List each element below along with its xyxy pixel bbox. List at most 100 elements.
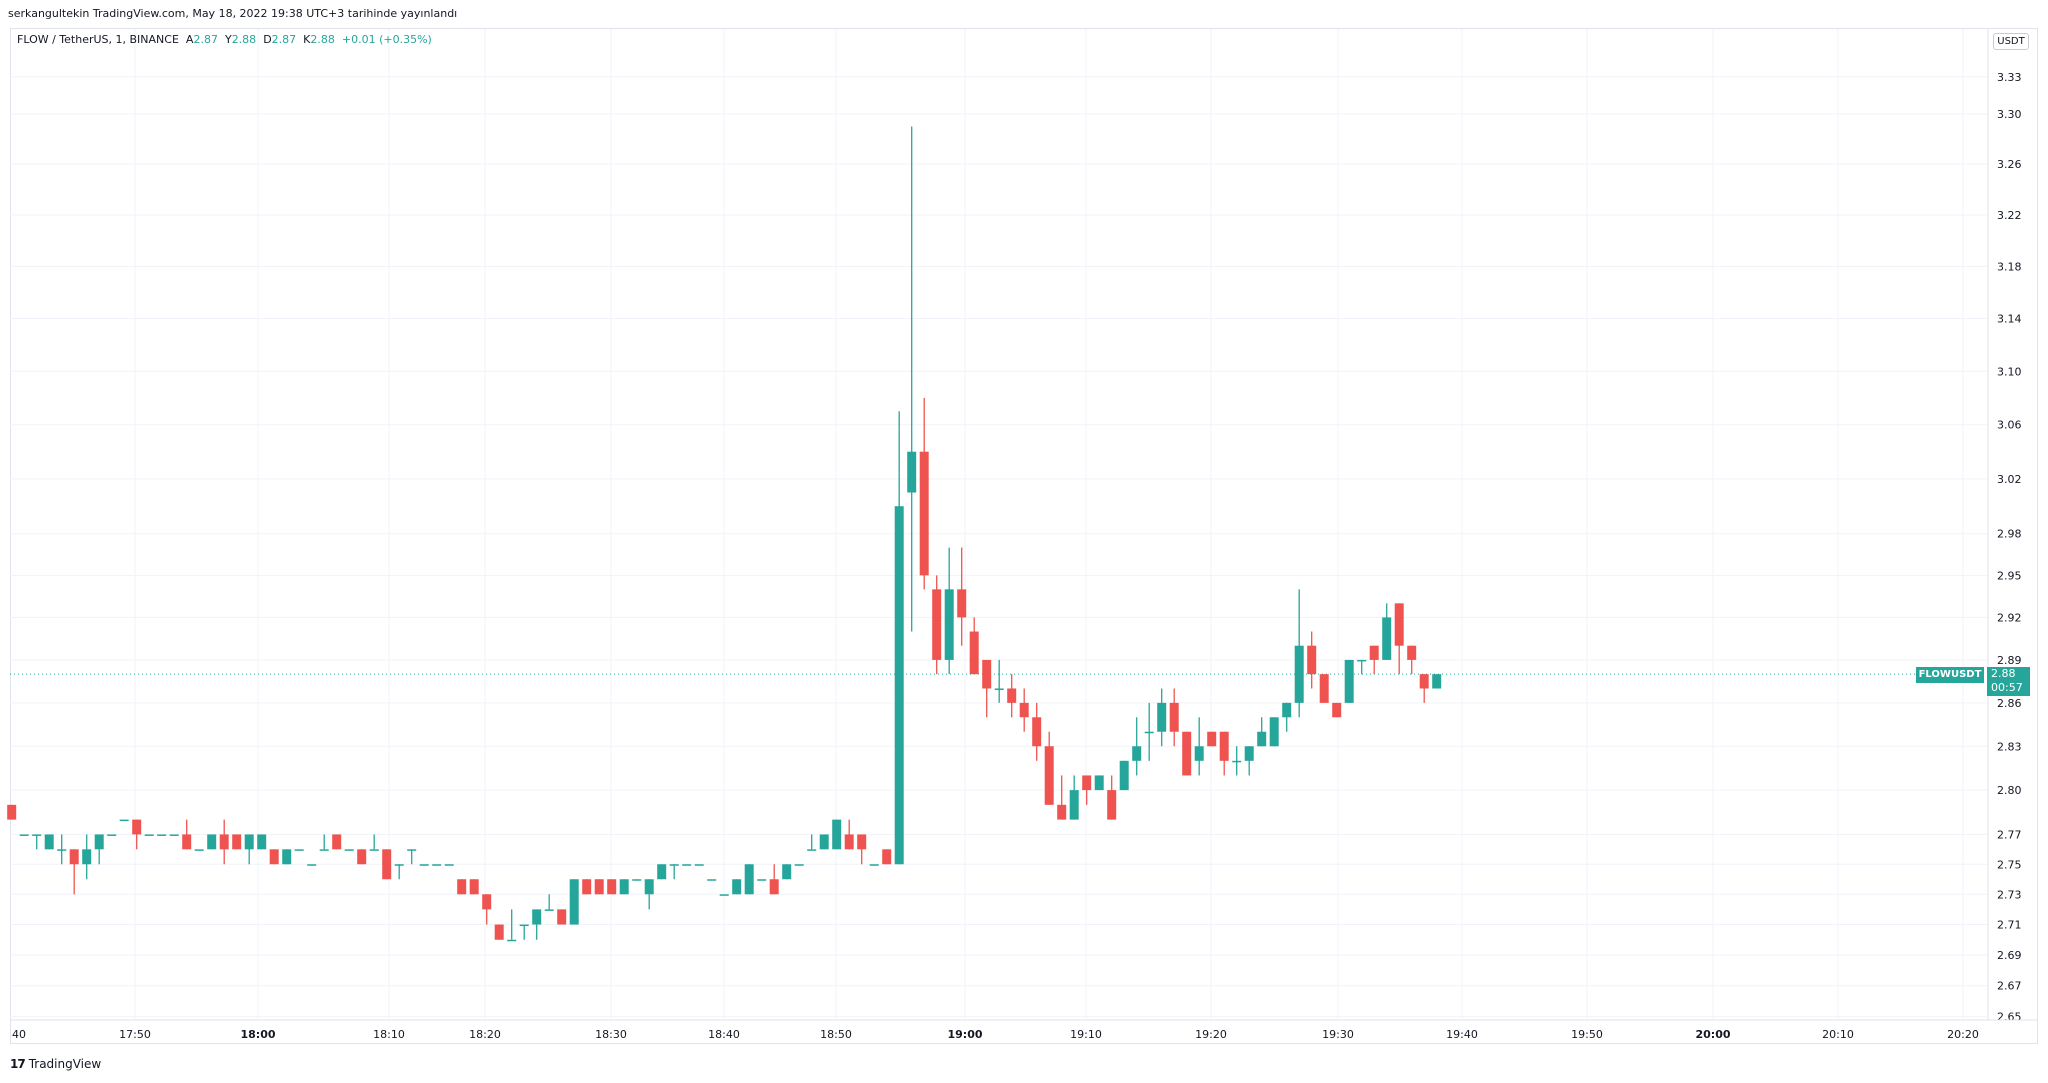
- symbol-title[interactable]: FLOW / TetherUS, 1, BINANCE: [17, 33, 179, 46]
- tradingview-footer[interactable]: 17 TradingView: [10, 1057, 101, 1071]
- grid-lines: [10, 29, 1988, 1020]
- candle: [532, 909, 542, 940]
- candle-body: [182, 834, 192, 850]
- candle: [1132, 717, 1142, 776]
- candle-body: [1244, 746, 1254, 761]
- candle-body: [57, 849, 67, 851]
- candle-body: [394, 864, 404, 866]
- high-value: 2.88: [231, 33, 257, 46]
- tradingview-logo-icon: 17: [10, 1057, 26, 1071]
- candle-body: [1107, 790, 1117, 820]
- candle: [757, 879, 767, 881]
- open-label: A: [185, 33, 194, 46]
- candle-body: [457, 879, 467, 895]
- candle-body: [19, 834, 29, 836]
- price-tick-label: 2.89: [1997, 654, 2022, 667]
- chart-pane: [10, 28, 2038, 1044]
- price-tick-label: 3.18: [1997, 260, 2022, 273]
- candle-body: [32, 834, 42, 836]
- candle: [57, 834, 67, 865]
- candle: [1069, 775, 1079, 820]
- candle-body: [444, 864, 454, 866]
- price-tick-label: 3.22: [1997, 209, 2022, 222]
- candle: [1207, 731, 1217, 747]
- price-tick-label: 2.77: [1997, 828, 2022, 841]
- price-tick-label: 2.75: [1997, 858, 2022, 871]
- candle: [194, 849, 204, 851]
- candle-body: [569, 879, 579, 925]
- candle-body: [469, 879, 479, 895]
- close-value: 2.88: [310, 33, 335, 46]
- candle: [1307, 631, 1317, 689]
- candle-body: [594, 879, 604, 895]
- candle-body: [1369, 645, 1379, 660]
- time-tick-label: 20:10: [1822, 1028, 1854, 1041]
- candle: [1357, 659, 1367, 675]
- price-tick-label: 3.30: [1997, 108, 2022, 121]
- candle: [744, 864, 754, 895]
- candle: [257, 834, 267, 850]
- time-tick-label: 18:10: [373, 1028, 405, 1041]
- candle: [432, 864, 442, 866]
- candle: [1407, 645, 1417, 675]
- candle: [269, 849, 279, 865]
- candle: [1257, 717, 1267, 747]
- candle-body: [1119, 760, 1129, 791]
- candle: [1219, 731, 1229, 776]
- candle-body: [869, 864, 879, 866]
- candle: [819, 834, 829, 850]
- time-tick-label: 19:10: [1070, 1028, 1102, 1041]
- candle: [1232, 746, 1242, 776]
- candle-body: [1319, 674, 1329, 703]
- candle-body: [244, 834, 254, 850]
- candle: [919, 397, 929, 590]
- price-tick-label: 2.65: [1997, 1011, 2022, 1024]
- change-value: +0.01 (+0.35%): [341, 33, 432, 46]
- candle: [1294, 589, 1304, 718]
- candle: [244, 834, 254, 865]
- candle-body: [157, 834, 167, 836]
- candle-body: [644, 879, 654, 895]
- currency-button[interactable]: USDT: [1993, 33, 2029, 50]
- low-label: D: [263, 33, 272, 46]
- candle-body: [1057, 804, 1067, 820]
- time-tick-label: 18:30: [595, 1028, 627, 1041]
- candle: [1319, 674, 1329, 703]
- candle: [907, 126, 917, 632]
- candle-body: [1044, 746, 1054, 805]
- candle: [732, 879, 742, 895]
- candle: [207, 834, 217, 850]
- candle: [407, 849, 417, 865]
- candle-body: [744, 864, 754, 895]
- price-tick-label: 2.67: [1997, 980, 2022, 993]
- candle: [482, 894, 492, 925]
- candle-body: [1007, 688, 1017, 703]
- candle-body: [307, 864, 317, 866]
- candle-body: [757, 879, 767, 881]
- candle-body: [207, 834, 217, 850]
- candle-body: [332, 834, 342, 850]
- candle: [644, 879, 654, 910]
- candle: [682, 864, 692, 866]
- price-tick-label: 3.02: [1997, 473, 2022, 486]
- candle-body: [769, 879, 779, 895]
- candle: [319, 834, 329, 851]
- candle-body: [507, 939, 517, 942]
- price-tick-label: 3.26: [1997, 158, 2022, 171]
- candle: [69, 849, 79, 895]
- candle-body: [494, 924, 504, 940]
- candle-body: [1382, 617, 1392, 660]
- candle-body: [1019, 702, 1029, 718]
- candle: [594, 879, 604, 895]
- candle-body: [232, 834, 242, 850]
- candle-body: [319, 849, 329, 851]
- candle: [782, 864, 792, 880]
- time-tick-label: 18:40: [708, 1028, 740, 1041]
- candle: [1144, 702, 1154, 761]
- candle-body: [807, 849, 817, 851]
- candle: [857, 834, 867, 865]
- tradingview-brand: TradingView: [28, 1057, 102, 1071]
- candle-body: [432, 864, 442, 866]
- candle: [607, 879, 617, 895]
